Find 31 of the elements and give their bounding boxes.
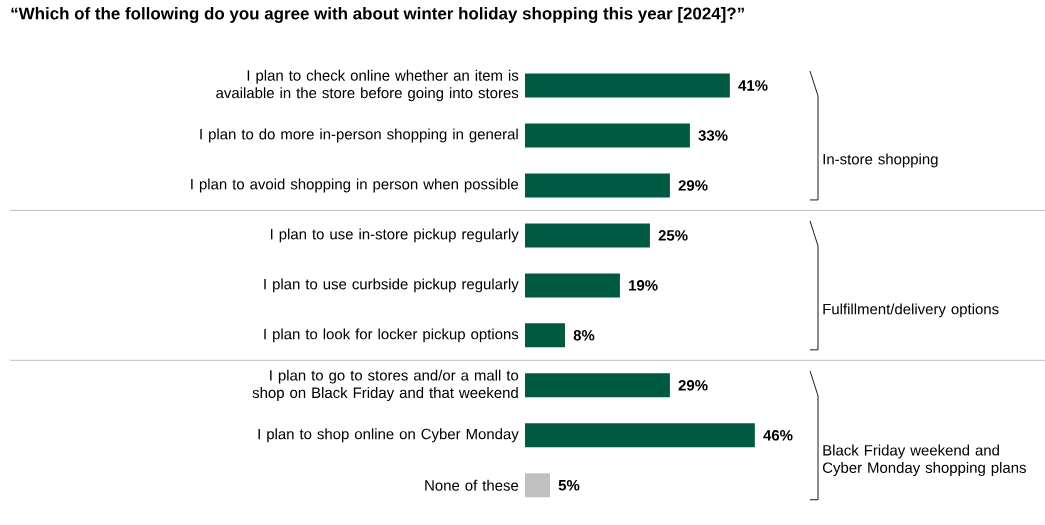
text: Black Friday weekend and Cyber Monday shopping plans [822, 444, 1026, 476]
bar [525, 473, 550, 498]
y-tick-label: I plan to use curbside pickup regularly [264, 278, 519, 293]
bar [525, 273, 620, 298]
text: In-store shopping [823, 153, 938, 168]
data-label: 46% [763, 430, 793, 441]
text: Fulfillment/delivery options [823, 303, 999, 318]
y-tick-label: I plan to shop online on Cyber Monday [258, 428, 519, 443]
bar [525, 123, 690, 148]
data-label: 41% [738, 80, 768, 91]
bar [525, 323, 565, 348]
data-label: 33% [698, 130, 728, 141]
y-tick-label: I plan to look for locker pickup options [264, 328, 519, 343]
y-tick-label: None of these [425, 479, 519, 491]
data-label: 19% [629, 280, 658, 291]
data-label: 8% [573, 330, 595, 341]
y-tick-label: I plan to do more in-person shopping in general [200, 128, 518, 143]
data-label: 5% [558, 480, 580, 491]
bar [525, 173, 670, 198]
y-tick-label: I plan to check online whether an item is available in the store before going into stores [216, 69, 519, 102]
data-label: 25% [658, 230, 688, 241]
data-label: 29% [678, 380, 708, 391]
y-tick-label: I plan to use in-store pickup regularly [270, 228, 519, 243]
y-tick-label: I plan to avoid shopping in person when possible [191, 178, 519, 193]
bar [525, 223, 650, 248]
data-label: 29% [678, 180, 708, 191]
y-tick-label: I plan to go to stores and/or a mall to shop on Black Friday and that weekend [252, 369, 519, 401]
text: “Which of the following do you agree with about winter holiday shopping this year [2024]?” [11, 7, 744, 23]
bar [525, 423, 755, 448]
bar [525, 373, 670, 398]
bar [525, 73, 730, 98]
